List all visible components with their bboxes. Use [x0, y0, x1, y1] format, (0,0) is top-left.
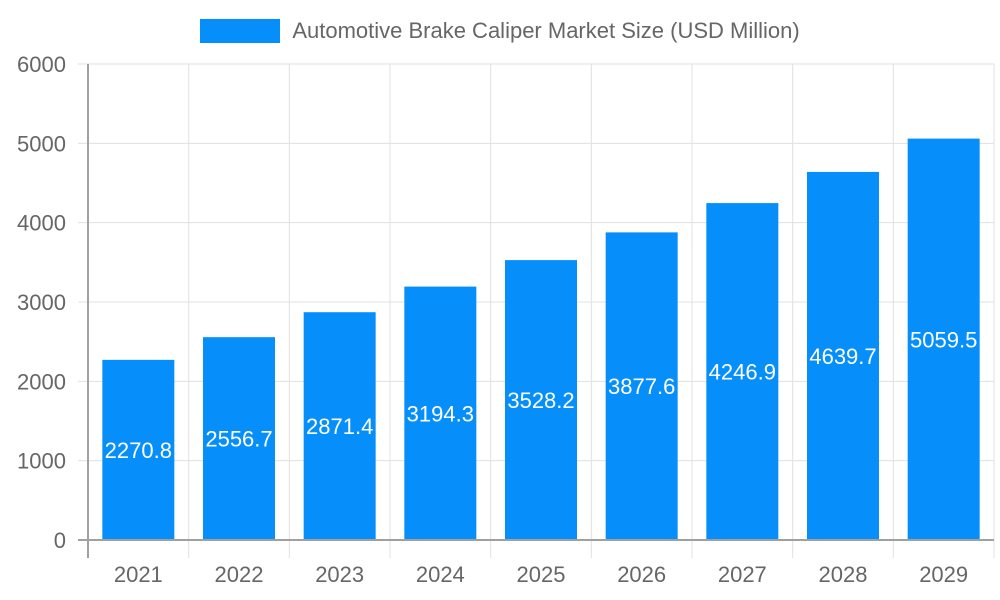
bar-2023[interactable]: [303, 312, 376, 540]
bar-2021[interactable]: [102, 359, 175, 540]
y-tick-label: 2000: [17, 369, 66, 394]
y-tick-label: 0: [54, 528, 66, 553]
bar-value-label: 3528.2: [507, 388, 574, 413]
y-tick-label: 1000: [17, 449, 66, 474]
bar-value-labels: 2270.8 2556.7 2871.4 3194.3 3528.2 3877.6 4246…: [105, 327, 978, 463]
x-tick-label: 2025: [517, 562, 566, 587]
bar-2028[interactable]: [807, 171, 879, 541]
x-tick-label: 2026: [617, 562, 666, 587]
axes: [78, 64, 994, 558]
bar-value-label: 4639.7: [809, 344, 876, 369]
x-tick-label: 2023: [315, 562, 364, 587]
x-tick-label: 2024: [416, 562, 465, 587]
bar-2027[interactable]: [706, 203, 779, 540]
x-tick-label: 2029: [919, 562, 968, 587]
bar-value-label: 3877.6: [608, 374, 675, 399]
x-tick-label: 2022: [215, 562, 264, 587]
bar-value-label: 2871.4: [306, 414, 373, 439]
y-tick-label: 6000: [17, 52, 66, 77]
bar-value-label: 3194.3: [407, 401, 474, 426]
x-tick-label: 2028: [819, 562, 868, 587]
bar-2024[interactable]: [404, 286, 477, 540]
bar-value-label: 2556.7: [205, 427, 272, 452]
bar-value-label: 5059.5: [910, 327, 977, 352]
legend-swatch[interactable]: [200, 19, 281, 43]
y-axis-tick-labels: 0 1000 2000 3000 4000 5000 6000: [17, 52, 66, 553]
y-tick-label: 4000: [17, 211, 66, 236]
bar-value-label: 2270.8: [105, 438, 172, 463]
bar-value-label: 4246.9: [709, 360, 776, 385]
x-axis-tick-labels: 2021 2022 2023 2024 2025 2026 2027 2028 2029: [114, 562, 968, 587]
bar-2025[interactable]: [505, 260, 577, 540]
chart-legend: Automotive Brake Caliper Market Size (US…: [0, 18, 1000, 44]
x-tick-label: 2027: [718, 562, 767, 587]
y-tick-label: 3000: [17, 290, 66, 315]
y-tick-label: 5000: [17, 131, 66, 156]
legend-label: Automotive Brake Caliper Market Size (US…: [292, 18, 800, 43]
bars: [102, 138, 980, 541]
x-tick-label: 2021: [114, 562, 163, 587]
bar-2029[interactable]: [907, 138, 980, 540]
bar-2026[interactable]: [605, 232, 678, 540]
bar-2022[interactable]: [203, 337, 275, 540]
